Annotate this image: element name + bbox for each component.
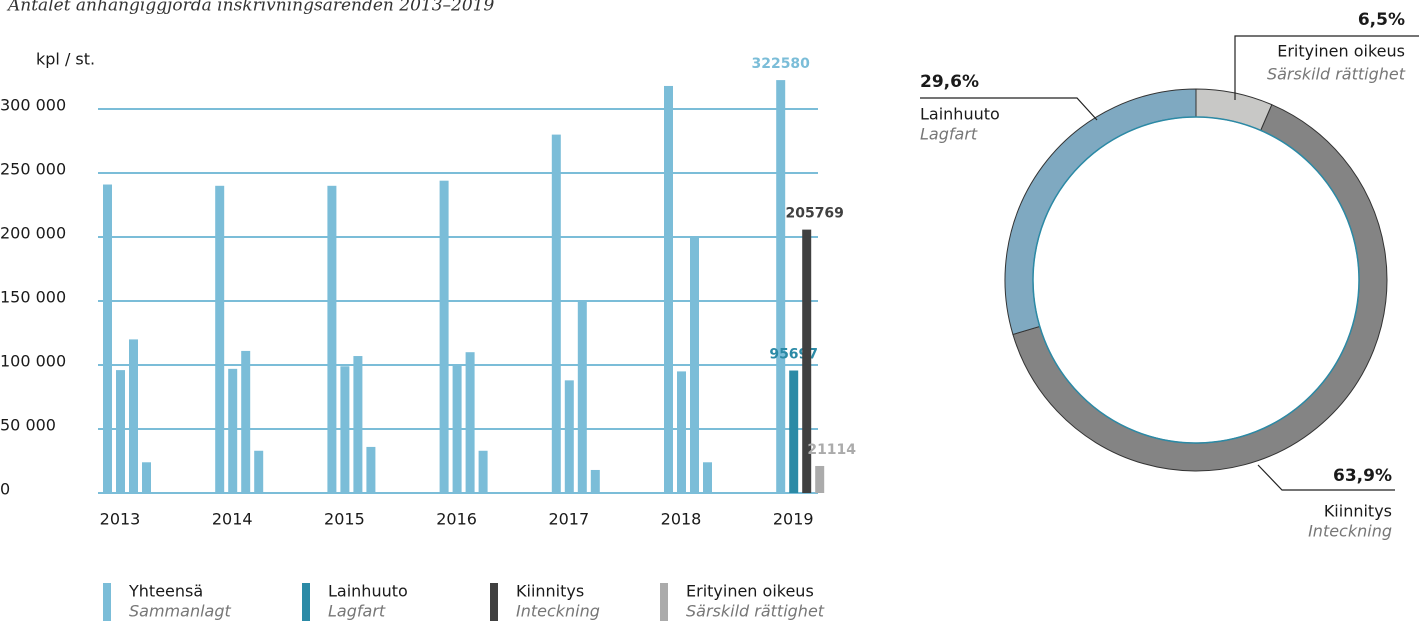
y-tick-label: 0 — [0, 480, 10, 499]
y-tick-label: 100 000 — [0, 352, 66, 371]
pie-value-label: 6,5% — [1358, 10, 1405, 30]
bar — [789, 370, 799, 493]
x-tick-label: 2016 — [436, 510, 477, 529]
pie-sublabel: Särskild rättighet — [1267, 65, 1406, 84]
bar — [340, 366, 350, 493]
bar — [327, 185, 337, 494]
y-tick-label: 300 000 — [0, 96, 66, 115]
bar — [677, 371, 686, 493]
leader-line — [1234, 35, 1419, 100]
legend-swatch — [490, 583, 498, 621]
leader-line — [1257, 464, 1395, 491]
bar — [664, 85, 673, 494]
pie-label: Kiinnitys — [1324, 502, 1392, 521]
bar — [129, 339, 138, 493]
chart-title: Antalet anhängiggjorda inskrivningsärend… — [6, 0, 494, 16]
pie-value-label: 63,9% — [1333, 466, 1392, 486]
legend-label: Erityinen oikeus — [686, 582, 814, 601]
data-label: 322580 — [751, 56, 810, 72]
donut-inner-ring — [1032, 116, 1360, 444]
donut-segment — [1195, 88, 1273, 132]
pie-sublabel: Inteckning — [1308, 522, 1392, 541]
bar — [439, 180, 449, 493]
y-tick-label: 250 000 — [0, 160, 66, 179]
x-tick-label: 2015 — [324, 510, 365, 529]
bar — [815, 465, 825, 493]
legend-sublabel: Särskild rättighet — [686, 602, 825, 621]
data-label: 21114 — [807, 442, 856, 458]
bar — [776, 80, 786, 494]
bar — [802, 229, 812, 494]
y-tick-label: 150 000 — [0, 288, 66, 307]
legend-sublabel: Inteckning — [516, 602, 600, 621]
leader-line — [920, 97, 1098, 121]
pie-label: Lainhuuto — [920, 105, 1000, 124]
legend-label: Lainhuuto — [328, 582, 408, 601]
bar — [142, 462, 151, 493]
bar — [103, 184, 112, 493]
x-tick-label: 2017 — [548, 510, 589, 529]
x-tick-label: 2013 — [100, 510, 141, 529]
bar — [353, 356, 363, 493]
legend-sublabel: Lagfart — [328, 602, 386, 621]
pie-sublabel: Lagfart — [920, 125, 978, 144]
legend-sublabel: Sammanlagt — [129, 602, 231, 621]
x-tick-label: 2019 — [773, 510, 814, 529]
data-label: 205769 — [785, 206, 843, 222]
pie-value-label: 29,6% — [920, 72, 979, 92]
bar — [241, 350, 251, 493]
y-axis-label: kpl / st. — [36, 50, 95, 69]
x-tick-label: 2014 — [212, 510, 253, 529]
legend-swatch — [302, 583, 310, 621]
bar — [551, 134, 561, 493]
bar — [690, 237, 699, 493]
bar — [564, 380, 574, 493]
y-tick-label: 200 000 — [0, 224, 66, 243]
bar — [116, 370, 125, 493]
bar — [703, 462, 712, 493]
y-tick-label: 50 000 — [0, 416, 56, 435]
bar — [228, 368, 238, 493]
legend-label: Yhteensä — [128, 582, 203, 601]
bar — [577, 301, 587, 493]
bar — [215, 185, 225, 494]
bar — [478, 450, 488, 493]
bar — [366, 446, 376, 493]
x-tick-label: 2018 — [661, 510, 702, 529]
bar — [452, 365, 462, 493]
legend-swatch — [660, 583, 668, 621]
bar — [465, 352, 475, 493]
legend-label: Kiinnitys — [516, 582, 584, 601]
pie-label: Erityinen oikeus — [1277, 42, 1405, 61]
bar — [254, 450, 264, 493]
legend-swatch — [103, 583, 111, 621]
bar — [590, 469, 600, 493]
